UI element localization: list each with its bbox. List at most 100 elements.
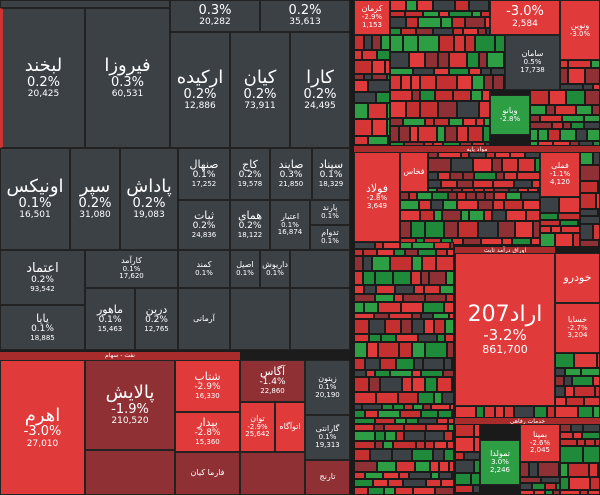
mosaic-cell[interactable] — [520, 477, 541, 483]
mosaic-cell[interactable] — [428, 152, 438, 158]
mosaic-cell[interactable] — [418, 126, 437, 142]
mosaic-cell[interactable] — [574, 353, 597, 368]
mosaic-cell[interactable] — [369, 334, 381, 342]
mosaic-cell[interactable] — [485, 17, 490, 28]
mosaic-cell[interactable] — [560, 60, 568, 68]
fund-tile[interactable]: تدوام 0.1% — [310, 225, 350, 250]
mosaic-cell[interactable] — [583, 446, 600, 463]
stock-tile[interactable]: فولاد -2.8% 3,649 — [354, 152, 400, 242]
mosaic-cell[interactable] — [479, 101, 490, 118]
mosaic-cell[interactable] — [363, 271, 375, 285]
mosaic-cell[interactable] — [425, 441, 434, 449]
mosaic-cell[interactable] — [354, 342, 367, 358]
mosaic-cell[interactable] — [420, 210, 434, 221]
mosaic-cell[interactable] — [549, 90, 566, 105]
fund-tile[interactable]: داریوش 0.1% — [260, 250, 290, 288]
mosaic-cell[interactable] — [457, 180, 473, 188]
fund-tile[interactable]: پارند 0.1% — [310, 200, 350, 225]
mosaic-cell[interactable] — [506, 210, 526, 221]
mosaic-cell[interactable] — [566, 397, 584, 406]
mosaic-cell[interactable] — [555, 105, 576, 115]
mosaic-cell[interactable] — [378, 342, 399, 358]
mosaic-cell[interactable] — [463, 172, 474, 180]
mosaic-cell[interactable] — [354, 294, 375, 302]
mosaic-cell[interactable] — [445, 334, 454, 342]
mosaic-cell[interactable] — [412, 242, 434, 249]
mosaic-cell[interactable] — [518, 188, 528, 192]
mosaic-cell[interactable] — [444, 431, 453, 441]
fund-tile[interactable]: سپر 0.2% 31,080 — [70, 148, 120, 250]
mosaic-cell[interactable] — [493, 200, 504, 210]
mosaic-cell[interactable] — [595, 439, 600, 446]
mosaic-cell[interactable] — [378, 410, 400, 418]
stock-tile[interactable]: تمولدا 3.0% 2,246 — [480, 440, 520, 485]
mosaic-cell[interactable] — [374, 424, 384, 431]
mosaic-cell[interactable] — [455, 485, 473, 493]
mosaic-cell[interactable] — [411, 75, 420, 90]
mosaic-cell[interactable] — [383, 441, 393, 449]
mosaic-cell[interactable] — [560, 463, 568, 477]
mosaic-cell[interactable] — [420, 75, 436, 90]
mosaic-cell[interactable] — [495, 152, 510, 158]
fund-tile[interactable]: کیان 0.2% 73,911 — [230, 32, 290, 148]
mosaic-cell[interactable] — [367, 342, 378, 358]
mosaic-cell[interactable] — [354, 50, 362, 60]
mosaic-cell[interactable] — [445, 319, 454, 334]
mosaic-cell[interactable] — [362, 50, 377, 60]
mosaic-cell[interactable] — [418, 35, 439, 52]
mosaic-cell[interactable] — [425, 431, 444, 441]
mosaic-cell[interactable] — [385, 431, 396, 441]
mosaic-cell[interactable] — [433, 449, 444, 461]
mosaic-cell[interactable] — [396, 358, 414, 370]
mosaic-cell[interactable] — [474, 424, 480, 437]
mosaic-cell[interactable] — [455, 473, 471, 485]
mosaic-cell[interactable] — [568, 68, 585, 84]
mosaic-cell[interactable] — [580, 224, 593, 240]
mosaic-cell[interactable] — [584, 122, 600, 129]
mosaic-cell[interactable] — [476, 406, 484, 418]
mosaic-cell[interactable] — [571, 424, 583, 432]
stock-tile[interactable]: توان -2.9% 25,642 — [240, 402, 275, 452]
mosaic-cell[interactable] — [455, 406, 476, 418]
mosaic-cell[interactable] — [455, 0, 469, 11]
mosaic-cell[interactable] — [372, 60, 385, 74]
mosaic-cell[interactable] — [431, 472, 439, 479]
mosaic-cell[interactable] — [412, 256, 422, 271]
mosaic-cell[interactable] — [437, 126, 445, 142]
mosaic-cell[interactable] — [525, 152, 540, 158]
mosaic-cell[interactable] — [420, 90, 435, 101]
mosaic-cell[interactable] — [376, 92, 390, 103]
mosaic-cell[interactable] — [417, 192, 432, 200]
mosaic-cell[interactable] — [515, 221, 533, 238]
mosaic-cell[interactable] — [570, 141, 579, 146]
mosaic-cell[interactable] — [414, 358, 423, 370]
mosaic-cell[interactable] — [412, 449, 433, 461]
mosaic-cell[interactable] — [463, 28, 478, 35]
mosaic-cell[interactable] — [453, 28, 463, 35]
mosaic-cell[interactable] — [354, 249, 363, 256]
mosaic-cell[interactable] — [495, 406, 504, 418]
mosaic-cell[interactable] — [469, 0, 489, 11]
mosaic-cell[interactable] — [447, 249, 454, 256]
mosaic-cell[interactable] — [573, 432, 582, 439]
fund-tile[interactable]: فیروزا 0.3% 60,531 — [85, 8, 170, 148]
mosaic-cell[interactable] — [425, 342, 447, 358]
mosaic-cell[interactable] — [399, 126, 410, 142]
stock-tile[interactable]: وبانو -2.8% — [490, 95, 530, 135]
mosaic-cell[interactable] — [484, 210, 492, 221]
mosaic-cell[interactable] — [438, 172, 450, 180]
mosaic-cell[interactable] — [502, 158, 518, 172]
mosaic-cell[interactable] — [580, 152, 593, 165]
mosaic-cell[interactable] — [354, 358, 365, 370]
mosaic-cell[interactable] — [375, 242, 383, 249]
mosaic-cell[interactable] — [401, 28, 416, 35]
mosaic-cell[interactable] — [354, 92, 376, 103]
mosaic-cell[interactable] — [436, 249, 447, 256]
mosaic-cell[interactable] — [577, 439, 585, 446]
mosaic-cell[interactable] — [492, 210, 506, 221]
mosaic-cell[interactable] — [354, 35, 364, 50]
mosaic-cell[interactable] — [422, 256, 436, 271]
mosaic-cell[interactable] — [532, 180, 540, 188]
mosaic-cell[interactable] — [354, 431, 375, 441]
mosaic-cell[interactable] — [354, 302, 364, 313]
